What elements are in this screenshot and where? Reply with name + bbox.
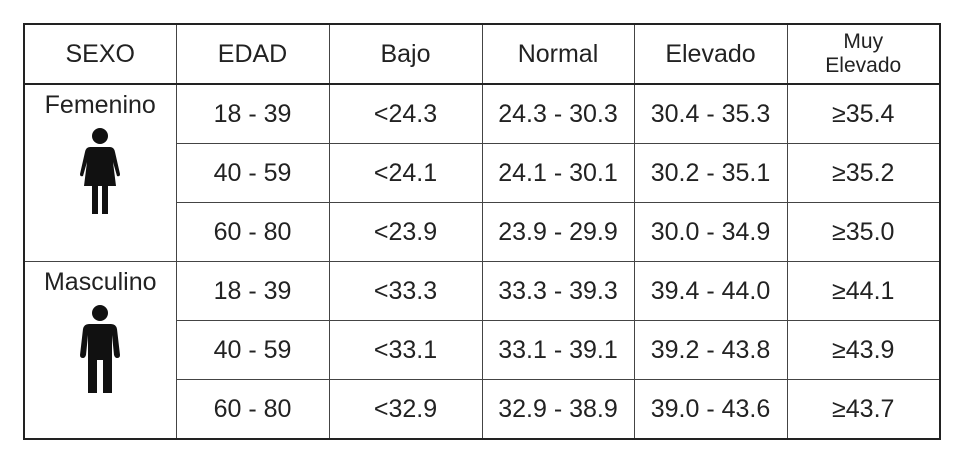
- sex-cell: Masculino: [23, 261, 177, 440]
- female-icon: [80, 128, 121, 214]
- table-cell: 39.0 - 43.6: [633, 379, 788, 440]
- table-row: Femenino 18 - 39 <24.3 24.3 - 30.3 30.4 - 35…: [23, 83, 941, 262]
- table-row: Masculino 18 - 39 <33.3 33.3 - 39.3 39.4 - 4…: [23, 261, 941, 440]
- table-cell: 18 - 39: [175, 83, 330, 144]
- table-cell: 23.9 - 29.9: [481, 202, 635, 262]
- table-cell: 30.0 - 34.9: [633, 202, 788, 262]
- column-header: Muy Elevado: [786, 23, 941, 85]
- table-cell: 30.2 - 35.1: [633, 143, 788, 203]
- table-cell: 24.1 - 30.1: [481, 143, 635, 203]
- table-cell: 40 - 59: [175, 143, 330, 203]
- table-cell: 40 - 59: [175, 320, 330, 380]
- table-cell: 18 - 39: [175, 261, 330, 321]
- column-header: Normal: [481, 23, 635, 85]
- sex-label: Masculino: [43, 268, 157, 296]
- table-cell: 39.2 - 43.8: [633, 320, 788, 380]
- column-header: Elevado: [633, 23, 788, 85]
- table-cell: 24.3 - 30.3: [481, 83, 635, 144]
- table-cell: <32.9: [328, 379, 483, 440]
- column-header: Bajo: [328, 23, 483, 85]
- table: SEXO EDAD Bajo Normal Elevado Muy Elevado Fem…: [23, 23, 941, 440]
- table-body: Femenino 18 - 39 <24.3 24.3 - 30.3 30.4 - 35…: [23, 83, 941, 440]
- table-cell: <23.9: [328, 202, 483, 262]
- table-cell: ≥35.4: [786, 83, 941, 144]
- table-cell: <33.3: [328, 261, 483, 321]
- column-header: SEXO: [23, 23, 177, 85]
- table-cell: 60 - 80: [175, 202, 330, 262]
- table-cell: <33.1: [328, 320, 483, 380]
- table-cell: ≥35.0: [786, 202, 941, 262]
- table-cell: <24.1: [328, 143, 483, 203]
- table-cell: 32.9 - 38.9: [481, 379, 635, 440]
- table-cell: 33.1 - 39.1: [481, 320, 635, 380]
- table-row: 60 - 80 <32.9 32.9 - 38.9 39.0 - 43.6 ≥43.7: [24, 379, 941, 440]
- male-icon: [80, 305, 121, 393]
- table-cell: 30.4 - 35.3: [633, 83, 788, 144]
- column-header: EDAD: [175, 23, 330, 85]
- table-cell: ≥43.9: [786, 320, 941, 380]
- table-cell: 39.4 - 44.0: [633, 261, 788, 321]
- sex-cell: Femenino: [23, 83, 177, 262]
- header-row: SEXO EDAD Bajo Normal Elevado Muy Elevado: [23, 23, 941, 85]
- sex-label: Femenino: [44, 91, 156, 119]
- table-cell: <24.3: [328, 83, 483, 144]
- table-cell: 33.3 - 39.3: [481, 261, 635, 321]
- table-row: 40 - 59 <33.1 33.1 - 39.1 39.2 - 43.8 ≥43.9: [24, 320, 941, 380]
- table-cell: ≥44.1: [786, 261, 941, 321]
- table-row: 60 - 80 <23.9 23.9 - 29.9 30.0 - 34.9 ≥35.0: [24, 202, 941, 262]
- table-cell: ≥35.2: [786, 143, 941, 203]
- table-cell: 60 - 80: [175, 379, 330, 440]
- table-cell: ≥43.7: [786, 379, 941, 440]
